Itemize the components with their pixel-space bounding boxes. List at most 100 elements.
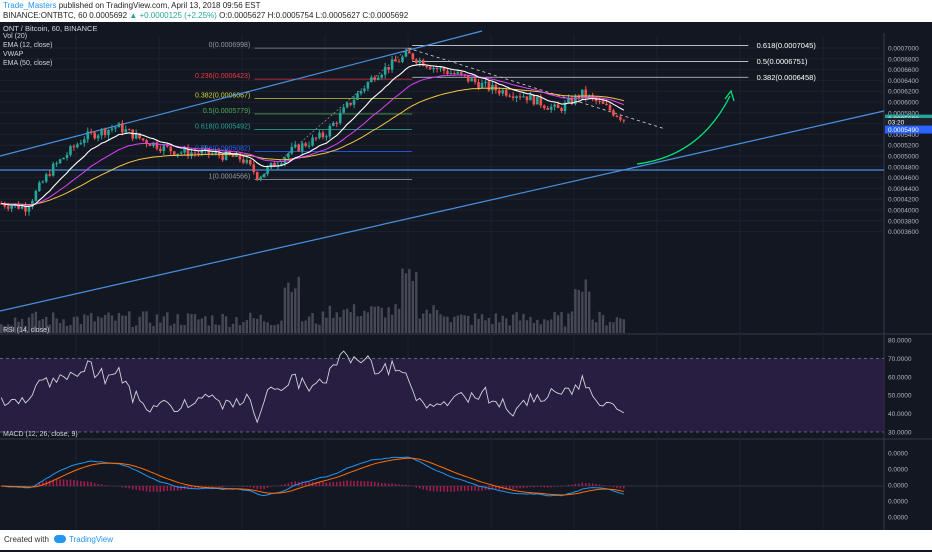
candle-body (542, 105, 546, 109)
ema50-line (1, 87, 624, 206)
candle-body (612, 110, 615, 116)
volume-bar (446, 316, 449, 333)
candle-body (466, 75, 470, 82)
volume-bar (359, 316, 363, 333)
volume-bar (7, 324, 10, 333)
volume-bar (449, 322, 453, 333)
candle-body (55, 163, 58, 165)
candle-body (221, 155, 224, 160)
price-axis-label: 0.0006600 (888, 67, 919, 74)
candle-body (536, 96, 539, 105)
macd-axis-label: 0.0000 (888, 515, 908, 522)
candle-body (574, 95, 577, 104)
volume-bar (515, 312, 518, 333)
candle-body (418, 60, 422, 63)
candle-body (415, 59, 418, 63)
volume-bar (608, 321, 612, 333)
candle-body (449, 73, 453, 75)
price-change: ▲ +0.0000125 (+2.25%) (129, 11, 217, 20)
ema12-line (1, 63, 625, 208)
candle-body (190, 152, 193, 156)
candle-body (259, 177, 262, 180)
candle-body (563, 102, 567, 111)
candle-body (376, 77, 380, 80)
candle-body (41, 181, 45, 183)
legend-ema50: EMA (50, close) (3, 60, 53, 67)
candle-body (370, 77, 373, 83)
volume-bar (76, 316, 79, 333)
volume-bar (10, 325, 13, 333)
volume-bar (546, 320, 549, 333)
chart-canvas[interactable]: 0(0.0006998) 0.236(0.0006423) 0.382(0.0006… (0, 22, 932, 552)
candle-body (428, 67, 432, 70)
author-link[interactable]: Trade_Masters (3, 1, 57, 10)
rsi-band (0, 358, 884, 432)
volume-bar (124, 315, 127, 333)
candle-body (266, 167, 269, 174)
volume-bar (422, 313, 425, 333)
volume-bar (152, 326, 155, 333)
candle-body (359, 90, 363, 94)
volume-bar (117, 313, 121, 333)
macd-axis-label: 0.0000 (888, 499, 908, 506)
legend-ema12: EMA (12, close) (3, 42, 53, 49)
volume-bar (262, 321, 266, 333)
volume-bar (290, 291, 293, 333)
candle-body (169, 146, 173, 152)
candle-body (615, 115, 619, 117)
footer-brand[interactable]: TradingView (69, 535, 114, 544)
candle-body (38, 182, 41, 191)
volume-bar (141, 311, 145, 333)
candle-body (69, 146, 72, 155)
volume-bar (601, 314, 605, 333)
candle-body (24, 206, 27, 212)
candle-body (498, 90, 501, 94)
candle-body (511, 96, 515, 99)
candle-body (17, 204, 20, 209)
volume-bar (245, 320, 249, 333)
candle-body (373, 77, 377, 80)
volume-bar (532, 322, 536, 333)
volume-bar (38, 320, 41, 333)
volume-bar (466, 315, 470, 333)
volume-bar (349, 312, 352, 333)
volume-bar (193, 314, 197, 333)
volume-bar (477, 318, 480, 333)
macd-signal-line (1, 457, 624, 496)
candle-body (44, 174, 48, 182)
legend-vol: Vol (20) (3, 33, 28, 40)
candle-body (383, 66, 387, 75)
volume-bar (522, 313, 525, 333)
macd-axis-label: 0.0000 (888, 483, 908, 490)
volume-bar (69, 325, 72, 333)
candle-body (401, 56, 404, 62)
candle-body (231, 154, 235, 157)
volume-bar (432, 305, 435, 333)
volume-bar (231, 323, 235, 333)
volume-bar (179, 324, 183, 333)
volume-bar (51, 312, 55, 333)
candle-body (242, 159, 245, 163)
volume-bar (453, 316, 456, 333)
volume-bar (356, 316, 359, 333)
candle-body (508, 95, 511, 97)
candle-body (325, 136, 328, 138)
candle-body (76, 144, 79, 148)
candle-body (48, 174, 52, 176)
candle-body (380, 74, 384, 78)
candle-body (252, 164, 256, 173)
candle-body (155, 142, 159, 149)
volume-bar (83, 314, 86, 333)
volume-bar (162, 316, 166, 333)
volume-bar (148, 322, 152, 333)
candle-body (283, 157, 287, 164)
fib-extension-label: 0.382(0.0006458) (757, 73, 817, 82)
candle-body (598, 100, 601, 102)
candle-body (504, 90, 508, 96)
price-axis-label: 0.0007000 (888, 46, 919, 53)
candle-body (349, 102, 352, 105)
volume-bar (217, 324, 221, 333)
candle-body (314, 137, 318, 139)
candle-body (10, 205, 13, 209)
volume-bar (397, 308, 401, 333)
